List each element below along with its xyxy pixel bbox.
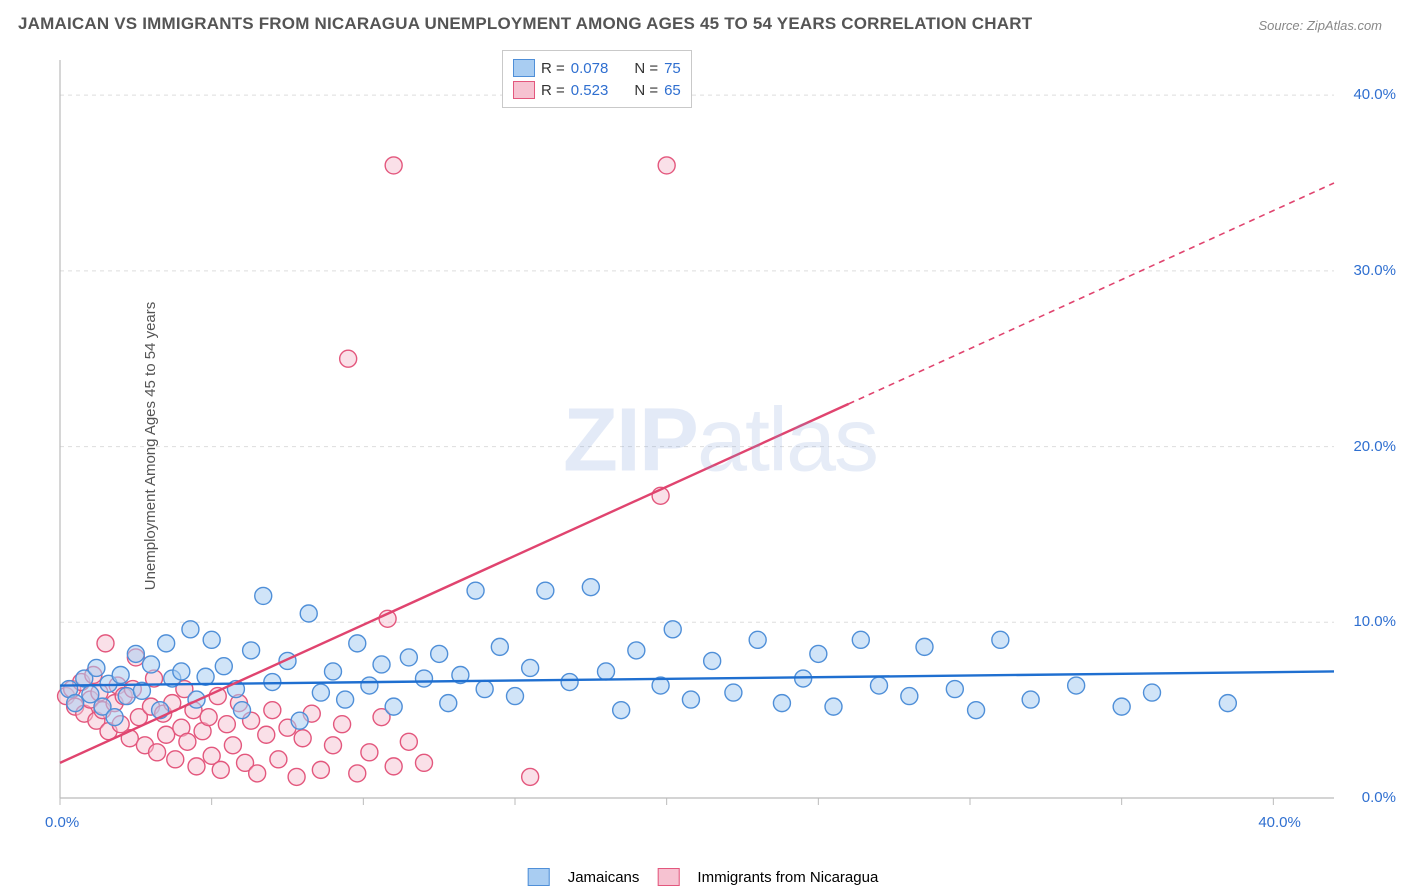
scatter-plot: ZIPatlas R =0.078N =75R =0.523N =65 xyxy=(52,46,1388,836)
correlation-legend: R =0.078N =75R =0.523N =65 xyxy=(502,50,692,108)
y-tick-label: 10.0% xyxy=(1336,613,1396,630)
legend-label-nicaragua: Immigrants from Nicaragua xyxy=(697,869,878,886)
legend-label-jamaicans: Jamaicans xyxy=(568,869,640,886)
legend-swatch-nicaragua xyxy=(657,868,679,886)
chart-title: JAMAICAN VS IMMIGRANTS FROM NICARAGUA UN… xyxy=(18,14,1032,34)
y-tick-label: 30.0% xyxy=(1336,262,1396,279)
series-legend: Jamaicans Immigrants from Nicaragua xyxy=(528,868,879,886)
y-tick-label: 20.0% xyxy=(1336,438,1396,455)
y-tick-label: 0.0% xyxy=(1336,789,1396,806)
legend-swatch-jamaicans xyxy=(528,868,550,886)
chart-svg xyxy=(52,46,1388,836)
source-credit: Source: ZipAtlas.com xyxy=(1258,18,1382,33)
legend-row: R =0.523N =65 xyxy=(513,79,681,101)
x-tick-label: 40.0% xyxy=(1258,814,1301,831)
y-tick-label: 40.0% xyxy=(1336,86,1396,103)
legend-row: R =0.078N =75 xyxy=(513,57,681,79)
x-tick-label: 0.0% xyxy=(45,814,79,831)
